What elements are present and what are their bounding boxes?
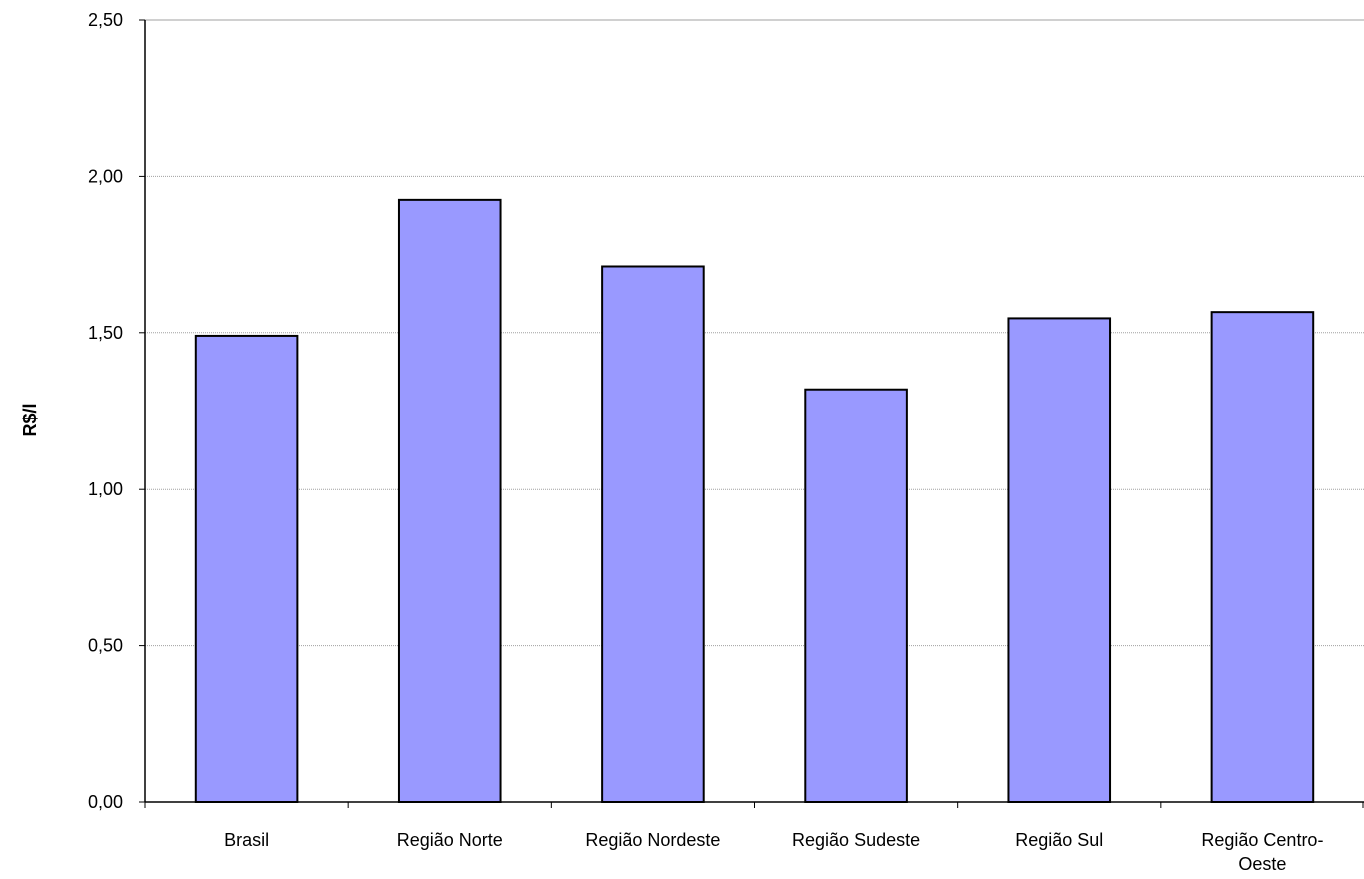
axes (139, 19, 1364, 808)
y-tick-label: 0,00 (88, 792, 123, 812)
x-tick-label: Região Nordeste (585, 830, 720, 850)
x-tick-label: Região Centro-Oeste (1201, 830, 1323, 874)
x-tick-label: Região Sudeste (792, 830, 920, 850)
bar (804, 388, 908, 803)
y-axis-title: R$/l (20, 403, 40, 436)
y-tick-label: 2,00 (88, 166, 123, 186)
bar (1210, 311, 1315, 803)
y-tick-label: 1,50 (88, 323, 123, 343)
bars (194, 198, 1315, 804)
y-tick-label: 1,00 (88, 479, 123, 499)
bar (194, 334, 299, 803)
gridlines (145, 19, 1364, 647)
x-tick-label: Região Norte (397, 830, 503, 850)
y-tick-labels: 0,00 0,50 1,00 1,50 2,00 2,50 (88, 10, 123, 812)
x-tick-label: Região Sul (1015, 830, 1103, 850)
y-tick-label: 0,50 (88, 636, 123, 656)
x-tick-labels: Brasil Região Norte Região Nordeste Região … (224, 830, 1323, 874)
x-tick-label: Brasil (224, 830, 269, 850)
y-tick-label: 2,50 (88, 10, 123, 30)
bar (601, 265, 705, 803)
bar (397, 198, 502, 804)
bar (1007, 317, 1112, 803)
